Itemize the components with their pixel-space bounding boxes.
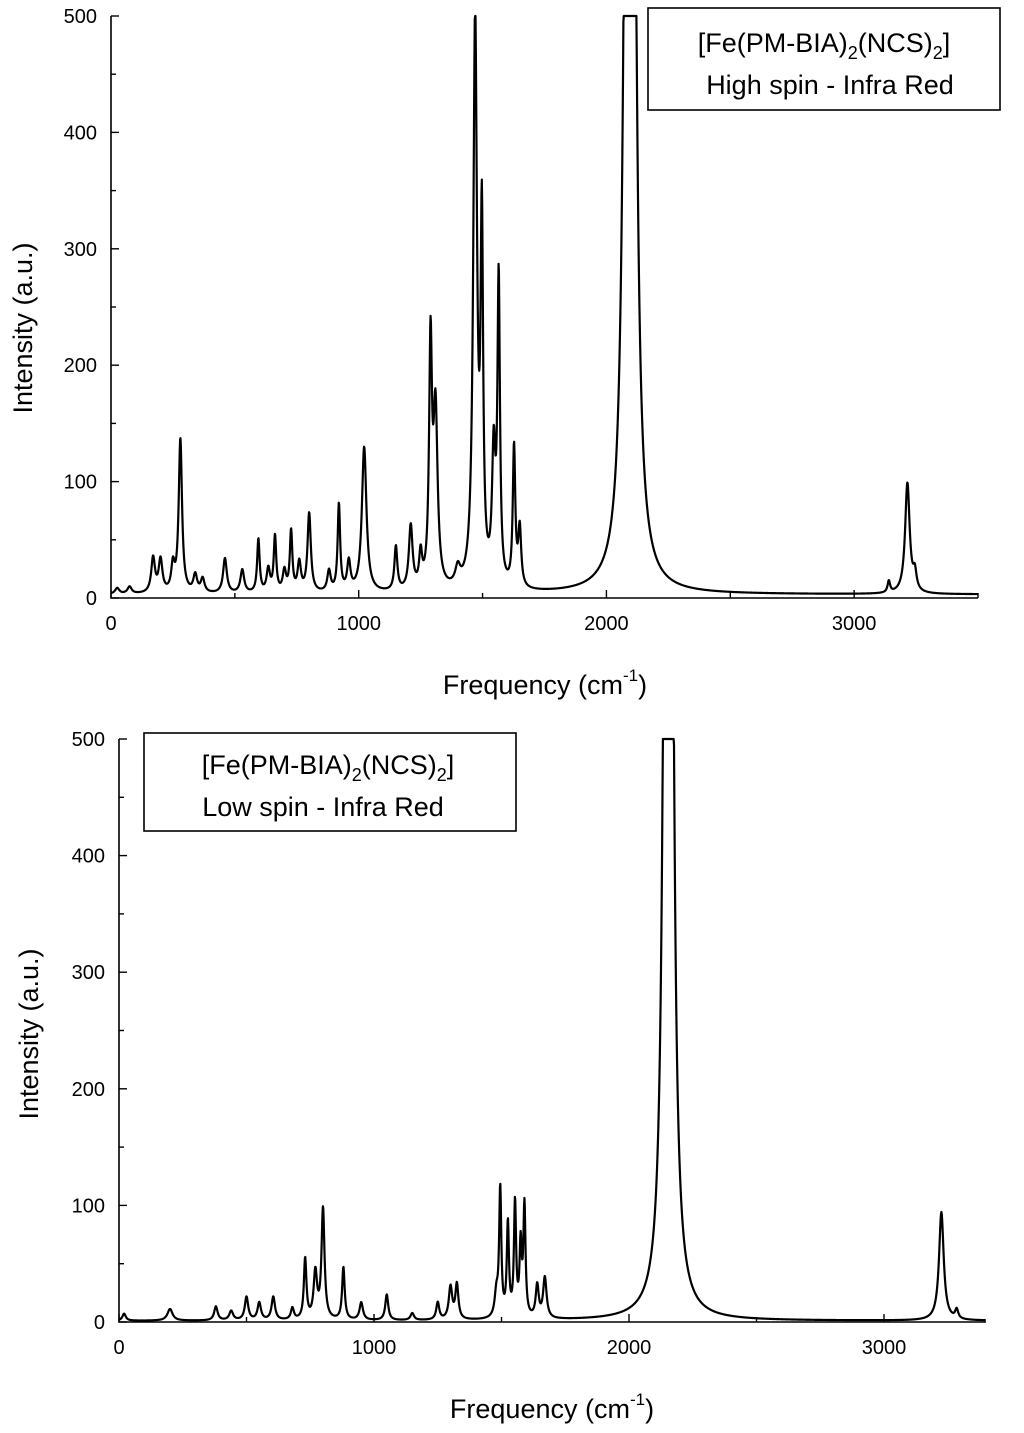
- y-tick-label: 500: [72, 729, 105, 751]
- y-tick-label: 100: [72, 1195, 105, 1217]
- legend-compound: [Fe(PM-BIA)2(NCS)2]: [698, 28, 951, 63]
- x-tick-label: 2000: [607, 1337, 652, 1359]
- y-tick-label: 200: [72, 1079, 105, 1101]
- axis-ticks: 0 100 200 300 400 500 0 1000 2000 3000: [72, 729, 907, 1359]
- x-axis-title: Frequency (cm-1): [450, 1390, 654, 1424]
- axis-ticks: 0 100 200 300 400 500 0 1000 2000 3000: [64, 6, 979, 635]
- legend-box: [647, 7, 1001, 111]
- y-tick-label: 0: [86, 588, 97, 610]
- y-tick-label: 300: [64, 239, 97, 261]
- y-tick-label: 200: [64, 355, 97, 377]
- x-tick-label: 3000: [832, 613, 877, 635]
- x-tick-label: 2000: [584, 613, 629, 635]
- legend-description: High spin - Infra Red: [706, 70, 954, 100]
- y-tick-label: 400: [64, 122, 97, 144]
- legend-box: [143, 732, 517, 832]
- x-tick-label: 3000: [862, 1337, 907, 1359]
- x-tick-label: 1000: [336, 613, 381, 635]
- axes-frame: [118, 739, 986, 1323]
- y-tick-label: 100: [64, 472, 97, 494]
- y-axis-title: Intensity (a.u.): [14, 948, 44, 1119]
- x-axis-title: Frequency (cm-1): [443, 666, 647, 700]
- axes-frame: [110, 16, 978, 599]
- spectrum-line-high-spin: [110, 14, 979, 596]
- y-axis-title: Intensity (a.u.): [8, 242, 38, 413]
- x-tick-label: 0: [105, 613, 116, 635]
- y-tick-label: 400: [72, 846, 105, 868]
- x-tick-label: 0: [113, 1337, 124, 1359]
- spectrum-line-low-spin: [118, 737, 987, 1322]
- x-tick-label: 1000: [352, 1337, 397, 1359]
- legend-description: Low spin - Infra Red: [202, 792, 444, 822]
- chart-panel-high-spin: 0 100 200 300 400 500 0 1000 2000 3000 [Fe(PM-BIA…: [8, 6, 1001, 700]
- legend-compound: [Fe(PM-BIA)2(NCS)2]: [202, 750, 455, 785]
- y-tick-label: 500: [64, 6, 97, 28]
- chart-panel-low-spin: 0 100 200 300 400 500 0 1000 2000 3000 [Fe(PM-BIA…: [14, 729, 987, 1424]
- y-tick-label: 0: [94, 1312, 105, 1334]
- y-tick-label: 300: [72, 962, 105, 984]
